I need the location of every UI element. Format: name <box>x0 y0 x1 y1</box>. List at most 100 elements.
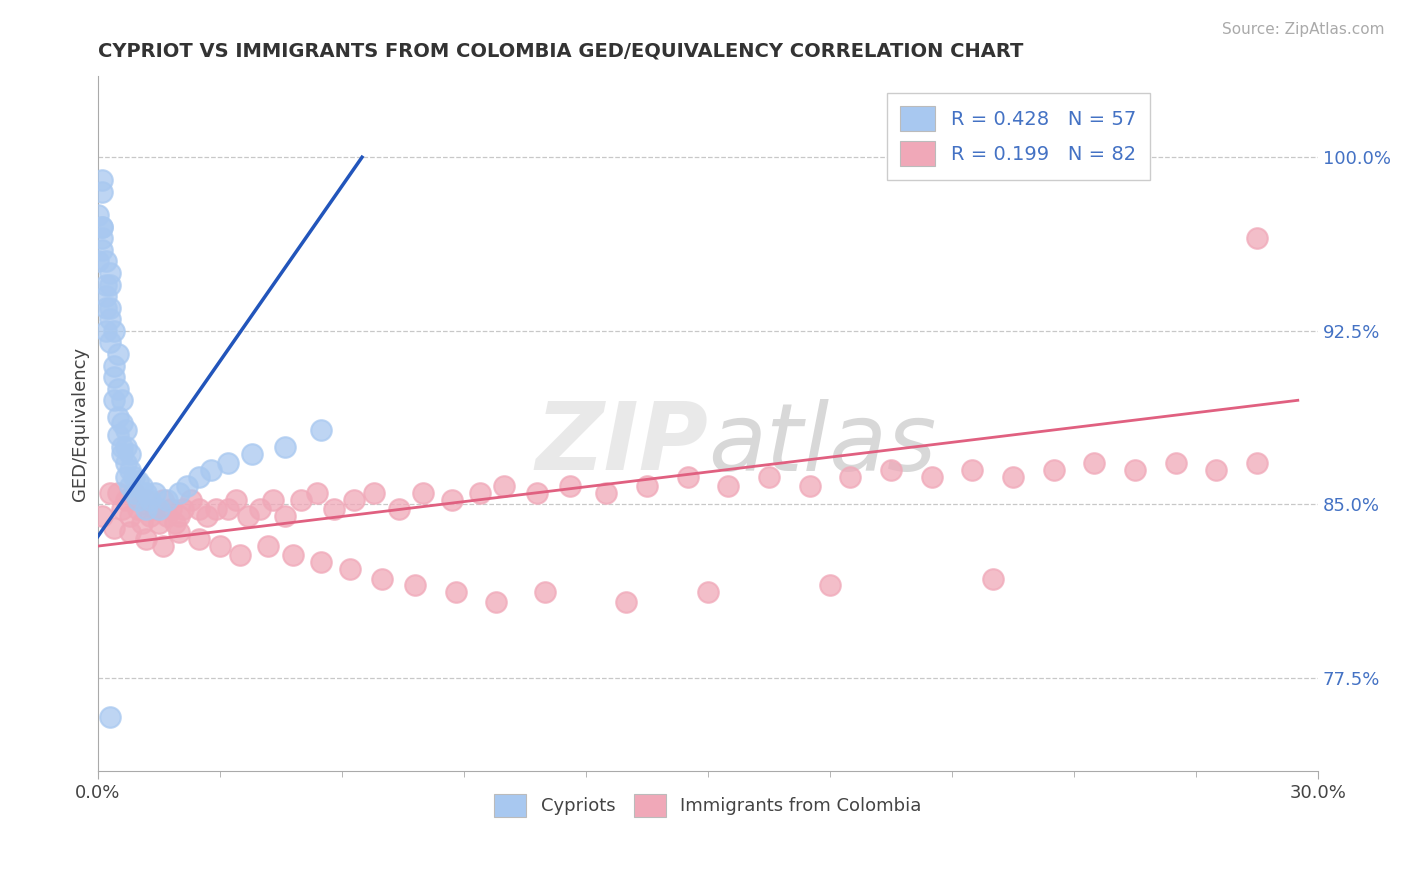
Point <box>139 509 162 524</box>
Point <box>1246 231 1268 245</box>
Point <box>107 486 129 500</box>
Point <box>90 185 112 199</box>
Point <box>90 173 112 187</box>
Point <box>217 456 239 470</box>
Point <box>676 469 699 483</box>
Point <box>98 277 121 292</box>
Point <box>156 509 179 524</box>
Point <box>143 502 166 516</box>
Text: ZIP: ZIP <box>534 399 707 491</box>
Point <box>159 502 181 516</box>
Point <box>180 492 202 507</box>
Point <box>440 492 463 507</box>
Point <box>148 502 170 516</box>
Point <box>236 509 259 524</box>
Point <box>103 393 125 408</box>
Point <box>167 486 190 500</box>
Point <box>127 502 149 516</box>
Point <box>322 502 344 516</box>
Point <box>131 479 153 493</box>
Point <box>127 475 149 489</box>
Point <box>107 409 129 424</box>
Point <box>1042 463 1064 477</box>
Point <box>404 578 426 592</box>
Point <box>485 595 508 609</box>
Point <box>636 479 658 493</box>
Point <box>167 509 190 524</box>
Point <box>558 479 581 493</box>
Point <box>111 417 134 431</box>
Y-axis label: GED/Equivalency: GED/Equivalency <box>72 346 89 500</box>
Point <box>103 370 125 384</box>
Text: CYPRIOT VS IMMIGRANTS FROM COLOMBIA GED/EQUIVALENCY CORRELATION CHART: CYPRIOT VS IMMIGRANTS FROM COLOMBIA GED/… <box>97 42 1024 61</box>
Point <box>120 525 142 540</box>
Point <box>90 243 112 257</box>
Point <box>111 502 134 516</box>
Point <box>90 509 112 524</box>
Point <box>281 549 304 563</box>
Point <box>127 492 149 507</box>
Point <box>208 539 231 553</box>
Point <box>343 492 366 507</box>
Point <box>120 446 142 460</box>
Point <box>103 521 125 535</box>
Point <box>839 469 862 483</box>
Point <box>311 555 333 569</box>
Point <box>1123 463 1146 477</box>
Point <box>94 289 117 303</box>
Point <box>616 595 638 609</box>
Point <box>156 492 179 507</box>
Point <box>197 509 219 524</box>
Point <box>371 572 394 586</box>
Point <box>103 359 125 373</box>
Point <box>115 424 138 438</box>
Point <box>388 502 411 516</box>
Point <box>696 585 718 599</box>
Point <box>172 502 194 516</box>
Point <box>115 492 138 507</box>
Text: atlas: atlas <box>707 399 936 490</box>
Point <box>98 486 121 500</box>
Point <box>717 479 740 493</box>
Point <box>115 469 138 483</box>
Point <box>98 301 121 315</box>
Point <box>274 509 297 524</box>
Point <box>122 469 145 483</box>
Point <box>120 509 142 524</box>
Point <box>225 492 247 507</box>
Point <box>444 585 467 599</box>
Point <box>339 562 361 576</box>
Point <box>139 492 162 507</box>
Point <box>188 532 211 546</box>
Point <box>290 492 312 507</box>
Point <box>135 532 157 546</box>
Point <box>981 572 1004 586</box>
Point <box>163 516 186 530</box>
Point <box>1185 787 1208 801</box>
Point <box>799 479 821 493</box>
Point <box>921 469 943 483</box>
Point <box>115 440 138 454</box>
Point <box>262 492 284 507</box>
Point <box>962 463 984 477</box>
Point <box>176 479 198 493</box>
Point <box>188 502 211 516</box>
Point <box>86 208 108 222</box>
Point <box>412 486 434 500</box>
Point <box>135 502 157 516</box>
Point <box>152 492 174 507</box>
Point <box>494 479 516 493</box>
Point <box>135 486 157 500</box>
Point <box>1246 456 1268 470</box>
Point <box>98 266 121 280</box>
Point <box>595 486 617 500</box>
Point <box>311 424 333 438</box>
Point <box>249 502 271 516</box>
Point <box>107 382 129 396</box>
Point <box>1205 463 1227 477</box>
Point <box>90 231 112 245</box>
Point <box>1001 469 1024 483</box>
Point <box>152 539 174 553</box>
Point <box>880 463 903 477</box>
Point <box>111 440 134 454</box>
